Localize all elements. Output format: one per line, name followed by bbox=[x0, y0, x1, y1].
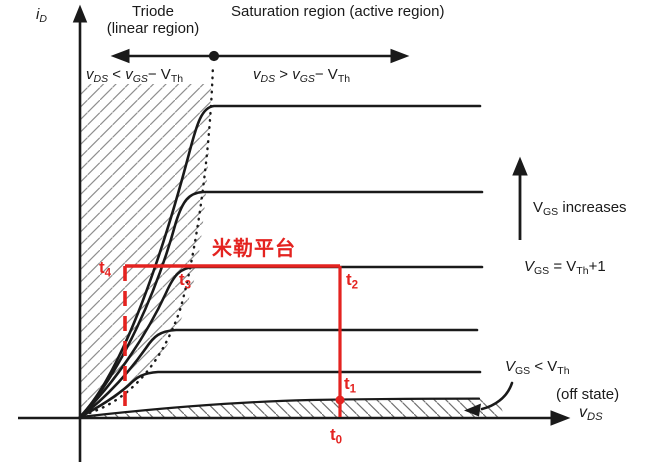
saturation-condition: vDS > vGS− VTh bbox=[253, 66, 351, 85]
left-arrowhead-icon bbox=[110, 48, 130, 64]
time-marker-t3: t3 bbox=[179, 270, 192, 292]
curve-vgs-4 bbox=[78, 328, 479, 419]
off-state-arrowhead-icon bbox=[464, 403, 481, 417]
off-state-hatch-region bbox=[80, 398, 505, 417]
vgs-increases-arrowhead-icon bbox=[512, 156, 528, 176]
right-arrowhead-icon bbox=[390, 48, 410, 64]
saturation-region-title: Saturation region (active region) bbox=[231, 3, 445, 20]
y-axis-label: iD bbox=[36, 6, 47, 25]
miller-plateau-label: 米勒平台 bbox=[212, 238, 296, 260]
vgs-plateau-label: VGS = VTh+1 bbox=[524, 258, 606, 277]
vgs-off-label: VGS < VTh bbox=[505, 358, 570, 377]
off-state-pointer-arrow bbox=[480, 381, 514, 411]
time-marker-t0: t0 bbox=[330, 425, 343, 447]
curve-vgs-1 bbox=[78, 104, 482, 419]
curve-vgs-2 bbox=[78, 190, 484, 419]
triode-region-title: Triode (linear region) bbox=[106, 3, 200, 38]
t1-crossing-dot bbox=[335, 395, 345, 405]
y-axis-arrowhead-icon bbox=[72, 4, 88, 23]
curve-off-state bbox=[78, 397, 481, 419]
time-marker-t1: t1 bbox=[344, 374, 357, 396]
boundary-dot-icon bbox=[208, 50, 220, 62]
vgs-increases-label: VGS increases bbox=[533, 199, 627, 218]
triode-hatch-region bbox=[80, 84, 211, 416]
x-axis-label: vDS bbox=[579, 404, 603, 424]
triode-condition: vDS < vGS− VTh bbox=[86, 66, 184, 85]
time-marker-t2: t2 bbox=[346, 270, 359, 292]
off-state-label: (off state) bbox=[556, 386, 620, 403]
curve-vgs-plateau bbox=[78, 265, 484, 419]
time-marker-t4: t4 bbox=[99, 258, 112, 280]
x-axis-arrowhead-icon bbox=[550, 410, 571, 426]
curve-vgs-5 bbox=[78, 370, 482, 419]
